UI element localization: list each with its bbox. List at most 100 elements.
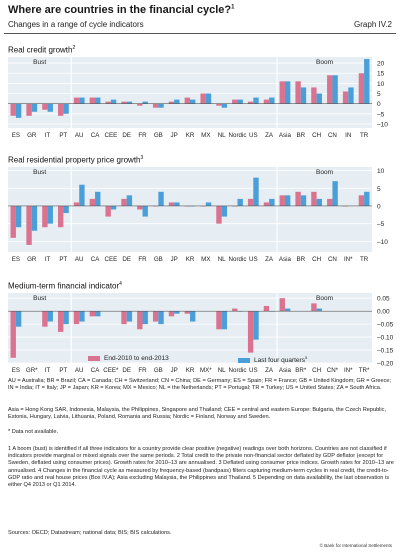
bar-cn-last-four-quarters — [332, 181, 338, 206]
bar-au-last-four-quarters — [79, 311, 85, 322]
bar-asia-last-four-quarters — [284, 308, 291, 312]
abbreviations-regions: Asia = Hong Kong SAR, Indonesia, Malaysi… — [8, 407, 387, 421]
bar-ch-end2010-2013 — [311, 191, 317, 206]
bar-au-end2010-2013 — [73, 97, 80, 104]
x-tick-label: MX — [201, 132, 210, 139]
bar-gb-last-four-quarters — [158, 311, 164, 325]
bar-fr-last-four-quarters — [142, 101, 148, 104]
bar-ca-end2010-2013 — [89, 97, 96, 104]
bar-nordic-last-four-quarters — [237, 99, 243, 104]
bar-ca-last-four-quarters — [95, 97, 101, 104]
bar-es-last-four-quarters — [15, 103, 22, 118]
bar-de-end2010-2013 — [121, 311, 127, 325]
y-tick-label: 10 — [377, 168, 385, 175]
bar-ch-end2010-2013 — [311, 303, 317, 312]
bar-gr-last-four-quarters — [31, 205, 38, 231]
x-tick-label: BR — [296, 132, 305, 139]
x-tick-label: IT — [45, 367, 51, 374]
bar-pt-last-four-quarters — [63, 205, 69, 214]
legend-item-series2: Last four quarters5 — [238, 355, 307, 364]
x-tick-label: Nordic — [229, 367, 247, 374]
y-tick-label: 0 — [377, 101, 381, 108]
y-tick-label: 0.00 — [377, 309, 390, 316]
x-tick-label: CH — [312, 367, 321, 374]
y-tick-label: 15 — [377, 71, 385, 78]
x-tick-label: Nordic — [229, 256, 247, 263]
x-tick-label: US — [249, 256, 258, 263]
bar-nl-end2010-2013 — [216, 103, 222, 106]
bar-au-end2010-2013 — [73, 311, 80, 325]
x-tick-label: US — [249, 132, 258, 139]
bar-pt-last-four-quarters — [63, 103, 69, 114]
bar-jp-last-four-quarters — [174, 99, 180, 104]
bar-es-end2010-2013 — [10, 103, 16, 116]
bar-es-last-four-quarters — [15, 205, 22, 228]
x-tick-label: BR* — [295, 367, 307, 374]
bar-cee-last-four-quarters — [110, 205, 117, 210]
y-tick-label: 5 — [377, 186, 381, 193]
bar-gb-end2010-2013 — [152, 311, 159, 322]
x-tick-label: JP — [171, 367, 178, 374]
bar-es-end2010-2013 — [10, 205, 16, 238]
x-tick-label: KR — [186, 367, 195, 374]
bar-kr-end2010-2013 — [184, 97, 190, 104]
bar-asia-last-four-quarters — [284, 81, 291, 104]
bar-us-end2010-2013 — [247, 198, 254, 206]
bar-ca-last-four-quarters — [95, 191, 101, 206]
bar-cn-last-four-quarters — [332, 75, 338, 104]
x-tick-label: PT — [59, 367, 67, 374]
bar-asia-end2010-2013 — [279, 298, 285, 312]
bar-gb-end2010-2013 — [152, 103, 159, 108]
bar-pt-end2010-2013 — [58, 205, 64, 228]
chart-title-credit: Real credit growth2 — [8, 45, 76, 55]
bar-es-last-four-quarters — [15, 311, 22, 327]
x-tick-label: FR — [138, 132, 147, 139]
bar-it-last-four-quarters — [47, 311, 53, 322]
x-tick-label: GB — [154, 132, 163, 139]
copyright: © Bank for International Settlements — [319, 543, 392, 548]
x-tick-label: CN* — [327, 367, 339, 374]
x-tick-label: Asia — [279, 367, 292, 374]
bar-za-end2010-2013 — [263, 99, 270, 104]
x-tick-label: NL — [218, 256, 226, 263]
bar-pt-end2010-2013 — [58, 103, 64, 116]
x-tick-label: TR — [360, 256, 369, 263]
bar-it-last-four-quarters — [47, 205, 53, 224]
x-tick-label: NL — [218, 132, 226, 139]
bar-jp-end2010-2013 — [168, 202, 175, 206]
region-label-bust: Bust — [33, 169, 46, 176]
bar-es-end2010-2013 — [10, 311, 16, 358]
x-tick-label: DE — [122, 367, 131, 374]
y-tick-label: –0.15 — [377, 348, 394, 355]
x-tick-label: JP — [171, 132, 178, 139]
y-tick-label: 10 — [377, 81, 385, 88]
plot-background — [8, 57, 372, 128]
bar-ca-last-four-quarters — [95, 311, 101, 317]
x-tick-label: CA — [91, 132, 100, 139]
bar-gr-last-four-quarters — [31, 103, 38, 112]
y-tick-label: –5 — [377, 221, 385, 228]
x-tick-label: TR* — [359, 367, 370, 374]
bar-cee-last-four-quarters — [110, 99, 117, 104]
bar-kr-last-four-quarters — [190, 311, 196, 322]
bar-de-last-four-quarters — [126, 195, 133, 206]
x-tick-label: IT — [45, 256, 51, 263]
header-divider — [4, 33, 396, 34]
x-tick-label: ES — [12, 132, 20, 139]
x-tick-label: DE — [122, 256, 131, 263]
x-tick-label: GR — [27, 256, 37, 263]
bar-us-end2010-2013 — [247, 101, 254, 104]
bar-in-end2010-2013 — [342, 91, 349, 104]
bar-us-last-four-quarters — [253, 311, 259, 340]
chart-title-medium-term: Medium-term financial indicator4 — [8, 281, 122, 291]
x-tick-label: FR — [138, 367, 147, 374]
bar-cn-end2010-2013 — [327, 75, 333, 104]
page-subtitle: Changes in a range of cycle indicators — [8, 20, 144, 29]
x-tick-label: GR — [27, 132, 37, 139]
x-tick-label: AU — [75, 256, 84, 263]
bar-us-last-four-quarters — [253, 177, 259, 206]
bar-us-end2010-2013 — [247, 311, 254, 353]
bar-asia-end2010-2013 — [279, 81, 285, 104]
bar-br-last-four-quarters — [300, 87, 307, 104]
region-label-bust: Bust — [33, 295, 46, 302]
